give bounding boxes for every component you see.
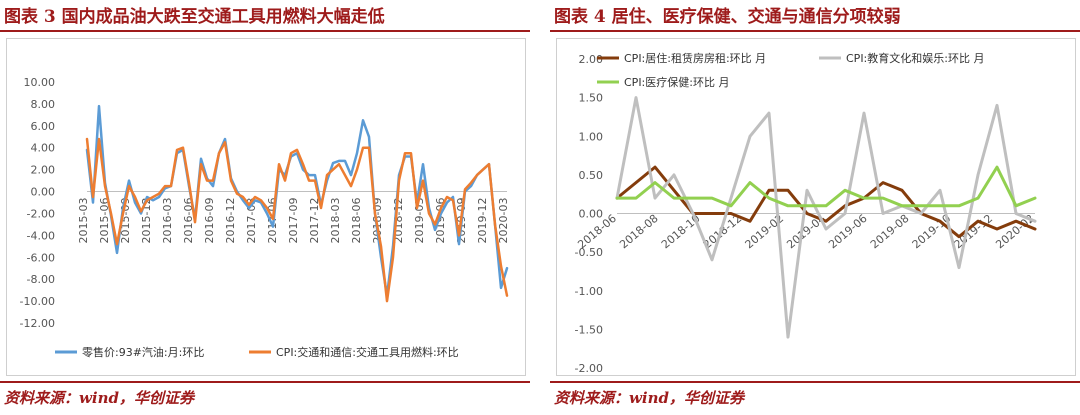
y-tick-label: -1.50 — [575, 323, 603, 336]
series-line-2 — [615, 96, 1037, 339]
x-tick-label: 2016-09 — [203, 198, 216, 244]
legend-label: CPI:医疗保健:环比 月 — [624, 75, 729, 89]
y-tick-label: 0.00 — [579, 208, 604, 221]
y-tick-label: -1.00 — [575, 285, 603, 298]
source-note: 资料来源：wind，华创证券 — [554, 389, 745, 407]
x-tick-label: 2018-06 — [350, 198, 363, 244]
y-tick-label: -2.00 — [27, 207, 55, 220]
fuel-price-chart: 10.00 8.00 6.00 4.00 2.00 0.00 -2.00 -4.00 -6.00… — [20, 76, 510, 359]
y-tick-label: -10.00 — [20, 295, 55, 308]
x-tick-label: 2015-12 — [140, 198, 153, 244]
left-panel: 图表 3 国内成品油大跌至交通工具用燃料大幅走低 10.00 8.00 6.00 4.… — [0, 0, 530, 415]
x-tick-label: 2019-12 — [952, 212, 996, 252]
cpi-subitems-chart: 2.00 1.50 1.00 0.50 0.00 -0.50 -1.00 -1.50 -2.00… — [575, 51, 1037, 375]
y-tick-label: 1.00 — [579, 130, 604, 143]
source-divider — [550, 381, 1080, 383]
series-line-2 — [85, 137, 509, 303]
chart-title: 图表 3 国内成品油大跌至交通工具用燃料大幅走低 — [4, 7, 385, 27]
y-tick-label: 6.00 — [31, 120, 56, 133]
x-tick-label: 2017-09 — [287, 198, 300, 244]
x-tick-label: 2019-06 — [826, 212, 870, 252]
x-tick-label: 2019-03 — [413, 198, 426, 244]
legend-label: CPI:教育文化和娱乐:环比 月 — [846, 51, 984, 65]
legend-label: CPI:交通和通信:交通工具用燃料:环比 — [276, 345, 459, 359]
y-tick-label: -8.00 — [27, 273, 55, 286]
chart-title: 图表 4 居住、医疗保健、交通与通信分项较弱 — [554, 7, 901, 27]
title-divider — [550, 30, 1080, 32]
legend-label: 零售价:93#汽油:月:环比 — [82, 345, 204, 359]
x-tick-label: 2017-03 — [245, 198, 258, 244]
x-tick-label: 2017-12 — [308, 198, 321, 244]
legend-label: CPI:居住:租赁房房租:环比 月 — [624, 51, 766, 65]
x-tick-label: 2016-12 — [224, 198, 237, 244]
y-tick-label: 2.00 — [31, 164, 56, 177]
x-tick-label: 2015-06 — [98, 198, 111, 244]
x-tick-label: 2019-12 — [476, 198, 489, 244]
y-tick-label: 8.00 — [31, 98, 56, 111]
title-divider — [0, 30, 530, 32]
source-note: 资料来源：wind，华创证券 — [4, 389, 195, 407]
series-line-3 — [615, 165, 1037, 208]
x-tick-label: 2016-03 — [161, 198, 174, 244]
y-tick-label: -4.00 — [27, 229, 55, 242]
source-divider — [0, 381, 530, 383]
series-line-1 — [85, 104, 509, 297]
x-tick-label: 2020-03 — [497, 198, 510, 244]
y-tick-label: 10.00 — [24, 76, 56, 89]
y-tick-label: 1.50 — [579, 92, 604, 105]
y-tick-label: 4.00 — [31, 142, 56, 155]
right-panel: 图表 4 居住、医疗保健、交通与通信分项较弱 2.00 1.50 1.00 0.50 0… — [550, 0, 1080, 415]
x-tick-label: 2018-08 — [617, 212, 661, 252]
chart-frame: 2.00 1.50 1.00 0.50 0.00 -0.50 -1.00 -1.50 -2.00… — [556, 38, 1076, 376]
y-tick-label: 0.00 — [31, 186, 56, 199]
y-tick-label: 0.50 — [579, 169, 604, 182]
chart-frame: 10.00 8.00 6.00 4.00 2.00 0.00 -2.00 -4.00 -6.00… — [6, 38, 526, 376]
y-tick-label: -2.00 — [575, 362, 603, 375]
x-tick-label: 2015-03 — [77, 198, 90, 244]
y-tick-label: -0.50 — [575, 246, 603, 259]
x-tick-label: 2019-08 — [868, 212, 912, 252]
y-tick-label: 2.00 — [579, 53, 604, 66]
x-tick-label: 2018-03 — [329, 198, 342, 244]
y-tick-label: -6.00 — [27, 251, 55, 264]
y-tick-label: -12.00 — [20, 317, 55, 330]
